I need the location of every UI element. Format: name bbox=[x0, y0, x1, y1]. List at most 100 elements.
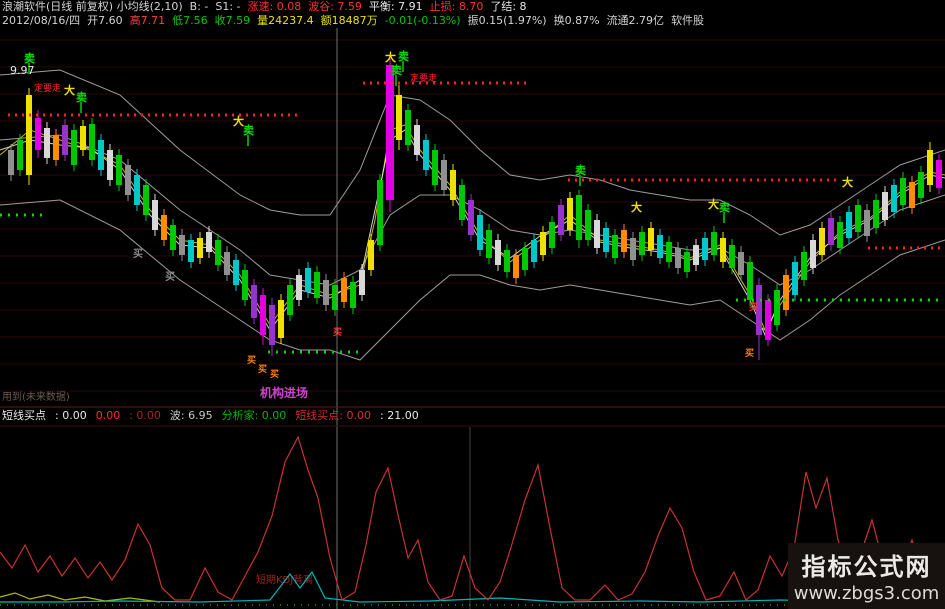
candle bbox=[98, 140, 104, 170]
candle bbox=[71, 130, 77, 165]
candle bbox=[441, 160, 447, 190]
candle bbox=[432, 150, 438, 185]
quote-field: 波谷: 7.59 bbox=[308, 0, 362, 13]
candle bbox=[233, 260, 239, 285]
sell-marker: 卖 bbox=[24, 51, 35, 65]
candle bbox=[639, 232, 645, 255]
indicator-field: 短线买点 bbox=[2, 409, 46, 422]
quote-header-line1: 浪潮软件(日线 前复权) 小均线(2,10) B: - S1: - 涨速: 0.08 波… bbox=[2, 0, 711, 14]
quote-field: 额18487万 bbox=[320, 14, 378, 27]
buy-orange-marker: 买 bbox=[270, 369, 279, 380]
candle bbox=[260, 295, 266, 335]
candle bbox=[251, 285, 257, 318]
watermark-url: www.zbgs3.com bbox=[793, 583, 940, 604]
quote-field: 涨速: 0.08 bbox=[247, 0, 302, 13]
candle bbox=[855, 205, 861, 232]
candle bbox=[594, 220, 600, 248]
annotation-text: 定要走 bbox=[410, 72, 437, 84]
candle bbox=[882, 192, 888, 220]
candle bbox=[405, 110, 411, 145]
quote-field: 止损: 8.70 bbox=[429, 0, 484, 13]
candle bbox=[819, 228, 825, 255]
candle bbox=[377, 180, 383, 245]
big-marker: 大 bbox=[631, 200, 642, 214]
annotation-text: 用到(未来数据) bbox=[2, 390, 70, 403]
candle bbox=[170, 225, 176, 250]
candle bbox=[386, 65, 394, 200]
candle bbox=[26, 95, 32, 175]
indicator-field: 短线买点: 0.00 bbox=[295, 409, 372, 422]
annotation-text: 9.97 bbox=[10, 64, 35, 77]
candle bbox=[702, 238, 708, 260]
candle bbox=[729, 245, 735, 268]
sell-marker: 卖 bbox=[719, 200, 730, 214]
candle bbox=[197, 238, 203, 258]
candle bbox=[396, 95, 402, 140]
candle bbox=[53, 135, 59, 160]
quote-field: B: - bbox=[189, 0, 209, 13]
candle bbox=[756, 285, 762, 335]
candle bbox=[107, 150, 113, 180]
quote-field: 高7.71 bbox=[129, 14, 166, 27]
indicator-header: 短线买点: 0.00 0.00: 0.00 波: 6.95 分析家: 0.00 短线买点… bbox=[2, 409, 428, 423]
candle bbox=[188, 240, 194, 262]
candle bbox=[549, 222, 555, 248]
quote-field: 开7.60 bbox=[87, 14, 123, 27]
candle bbox=[468, 200, 474, 235]
watermark-title: 指标公式网 bbox=[801, 553, 932, 581]
quote-field: 收7.59 bbox=[214, 14, 251, 27]
candle bbox=[540, 232, 546, 255]
sell-marker: 卖 bbox=[76, 90, 87, 104]
candle bbox=[486, 230, 492, 258]
candle bbox=[693, 245, 699, 265]
candle bbox=[450, 170, 456, 200]
candle bbox=[152, 200, 158, 230]
candle bbox=[44, 128, 50, 158]
candle bbox=[774, 290, 780, 325]
candle bbox=[477, 215, 483, 250]
candle bbox=[206, 232, 212, 252]
candle bbox=[531, 240, 537, 262]
candle bbox=[630, 238, 636, 260]
candle bbox=[278, 300, 284, 338]
sell-marker: 卖 bbox=[391, 63, 402, 77]
candle bbox=[837, 222, 843, 248]
indicator-field: 0.00 bbox=[95, 409, 121, 422]
candle bbox=[368, 240, 374, 270]
indicator-field: : 0.00 bbox=[129, 409, 161, 422]
big-marker: 大 bbox=[708, 197, 719, 211]
candle bbox=[161, 215, 167, 240]
candle bbox=[648, 228, 654, 250]
candle bbox=[62, 125, 68, 155]
buy-gray-marker: 买 bbox=[165, 271, 175, 283]
candle bbox=[341, 278, 347, 302]
quote-field: 了结: 8 bbox=[490, 0, 527, 13]
quote-field: 流通2.79亿 bbox=[606, 14, 665, 27]
indicator-field: : 21.00 bbox=[380, 409, 419, 422]
quote-field: 浪潮软件(日线 前复权) 小均线(2,10) bbox=[2, 0, 183, 13]
candle bbox=[621, 230, 627, 252]
candle bbox=[747, 262, 753, 300]
candle bbox=[612, 235, 618, 258]
quote-field: 软件股 bbox=[671, 14, 705, 27]
candle bbox=[567, 198, 573, 230]
quote-header-line2: 2012/08/16/四 开7.60 高7.71 低7.56 收7.59 量24237.4… bbox=[2, 14, 711, 28]
candle bbox=[522, 248, 528, 270]
candle bbox=[873, 200, 879, 228]
quote-field: 量24237.4 bbox=[257, 14, 314, 27]
candle bbox=[35, 118, 41, 150]
candle bbox=[323, 280, 329, 305]
buy-orange-marker: 买 bbox=[258, 364, 267, 375]
candle bbox=[765, 300, 771, 340]
candle bbox=[125, 165, 131, 195]
quote-field: -0.01(-0.13%) bbox=[384, 14, 461, 27]
quote-header: 浪潮软件(日线 前复权) 小均线(2,10) B: - S1: - 涨速: 0.08 波… bbox=[2, 0, 711, 28]
candle bbox=[495, 240, 501, 265]
candle bbox=[504, 250, 510, 272]
indicator-line-red bbox=[0, 435, 945, 602]
candle bbox=[657, 235, 663, 258]
candle bbox=[684, 252, 690, 272]
band-line-lower bbox=[0, 199, 945, 361]
candle bbox=[116, 155, 122, 185]
